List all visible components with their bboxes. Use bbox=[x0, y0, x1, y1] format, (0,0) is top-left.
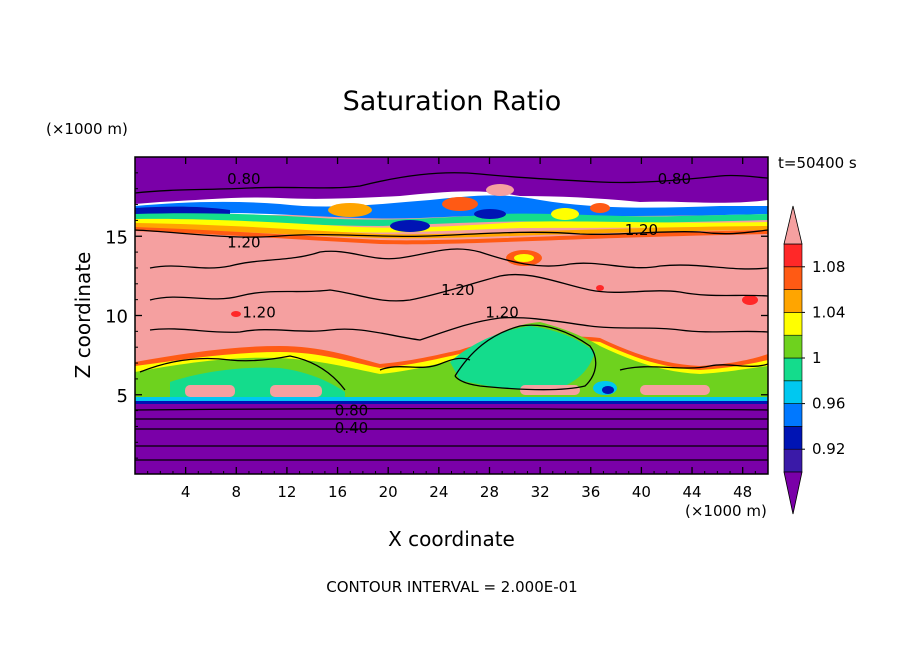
red-spot bbox=[742, 295, 758, 305]
cirrus-blob bbox=[590, 203, 610, 213]
cirrus-blob bbox=[486, 184, 514, 196]
contour-line-1-20-mid bbox=[149, 316, 768, 341]
colorbar-label: 0.92 bbox=[812, 440, 845, 458]
colorbar-max-extension bbox=[783, 205, 803, 245]
colorbar-segment bbox=[783, 334, 803, 359]
contour-line-cloud bbox=[139, 355, 346, 391]
colorbar-segment bbox=[783, 289, 803, 313]
x-tick-label: 36 bbox=[581, 483, 600, 501]
x-tick-label: 16 bbox=[328, 483, 347, 501]
x-unit-label: (×1000 m) bbox=[685, 502, 767, 520]
contour-label: 0.40 bbox=[335, 419, 368, 437]
boundary-dry-layer bbox=[135, 404, 768, 474]
colorbar-label: 0.96 bbox=[812, 395, 845, 413]
cirrus-yellow-band bbox=[135, 218, 768, 233]
contour-line-0-60-lower bbox=[135, 417, 768, 420]
colorbar-segment bbox=[783, 426, 803, 450]
x-axis-title: X coordinate bbox=[388, 527, 515, 551]
upper-dry-layer bbox=[135, 157, 768, 204]
x-tick-label: 8 bbox=[232, 483, 242, 501]
x-tick-label: 44 bbox=[682, 483, 701, 501]
transition-blue-band bbox=[135, 401, 768, 405]
x-tick-label: 12 bbox=[277, 483, 296, 501]
colorbar-segment bbox=[783, 448, 803, 473]
x-tick-label: 32 bbox=[531, 483, 550, 501]
cirrus-blob bbox=[474, 209, 506, 219]
contour-interval-note: CONTOUR INTERVAL = 2.000E-01 bbox=[326, 578, 578, 596]
saturation-field bbox=[135, 157, 768, 474]
contour-label: 1.20 bbox=[485, 303, 518, 321]
contour-label: 0.80 bbox=[335, 402, 368, 420]
contour-line-0-80-upper bbox=[135, 172, 768, 194]
y-axis-title: Z coordinate bbox=[71, 251, 95, 379]
y-tick-label: 5 bbox=[117, 386, 128, 407]
red-spot bbox=[596, 285, 604, 291]
colorbar-min-extension bbox=[783, 471, 803, 515]
colorbar-segment bbox=[783, 357, 803, 382]
contour-label: 0.80 bbox=[227, 170, 260, 188]
colorbar: 0.92 0.96 1 1.04 1.08 bbox=[783, 205, 845, 515]
x-tick-label: 40 bbox=[632, 483, 651, 501]
y-tick-label: 10 bbox=[105, 307, 128, 328]
colorbar-label: 1 bbox=[812, 349, 822, 367]
transition-cyan-band bbox=[135, 397, 768, 402]
contour-line-mid bbox=[149, 273, 768, 302]
cirrus-blue-deep bbox=[135, 206, 230, 215]
cirrus-blob bbox=[328, 203, 372, 217]
x-tick-label: 20 bbox=[379, 483, 398, 501]
cirrus-orange-band bbox=[135, 223, 768, 239]
cirrus-red-band bbox=[135, 227, 768, 245]
contour-line-0-20-lower bbox=[135, 444, 768, 447]
colorbar-segment bbox=[783, 380, 803, 404]
x-tick-label: 24 bbox=[429, 483, 448, 501]
contour-line-1-20-upper bbox=[135, 229, 768, 238]
red-spot bbox=[231, 311, 241, 317]
contour-label: 1.20 bbox=[625, 221, 658, 239]
contour-line-cloud bbox=[619, 363, 768, 371]
contour-labels: 0.80 0.801.201.201.201.20 1.200.800.40 bbox=[227, 170, 691, 437]
base-pink-cell bbox=[185, 385, 235, 397]
contour-label: 1.20 bbox=[242, 303, 275, 321]
colorbar-segment bbox=[783, 243, 803, 268]
base-pink-cell bbox=[270, 385, 322, 397]
contour-line-0-40-lower bbox=[135, 427, 768, 430]
colorbar-segment bbox=[783, 266, 803, 290]
contour-line-0-80-lower bbox=[135, 407, 768, 411]
x-axis: 4 8 12 16 20 24 28 32 36 40 44 48 bbox=[147, 157, 756, 501]
time-label: t=50400 s bbox=[778, 154, 857, 172]
colorbar-segment bbox=[783, 403, 803, 427]
colorbar-label: 1.04 bbox=[812, 303, 845, 321]
x-tick-label: 28 bbox=[480, 483, 499, 501]
colorbar-label: 1.08 bbox=[812, 258, 845, 276]
y-axis: 5 10 15 bbox=[105, 172, 768, 459]
colorbar-segment bbox=[783, 312, 803, 336]
contour-label: 1.20 bbox=[227, 234, 260, 252]
contour-line-cloud bbox=[379, 357, 471, 371]
cirrus-blob bbox=[442, 197, 478, 211]
contour-line-0-00-lower bbox=[135, 458, 768, 461]
cirrus-blob bbox=[514, 254, 534, 262]
contour-label: 0.80 bbox=[658, 170, 691, 188]
base-pink-cell bbox=[640, 385, 710, 395]
chart-title: Saturation Ratio bbox=[342, 86, 562, 117]
cirrus-blob bbox=[390, 220, 430, 232]
y-tick-label: 15 bbox=[105, 227, 128, 248]
contour-line-cloud bbox=[454, 324, 597, 391]
cloud-blue-cell bbox=[602, 386, 614, 394]
z-unit-label: (×1000 m) bbox=[46, 120, 128, 138]
x-tick-label: 48 bbox=[733, 483, 752, 501]
cirrus-blob bbox=[551, 208, 579, 220]
contour-line-mid bbox=[149, 248, 768, 270]
contour-lines bbox=[135, 172, 768, 461]
contour-label: 1.20 bbox=[441, 281, 474, 299]
x-tick-label: 4 bbox=[181, 483, 191, 501]
